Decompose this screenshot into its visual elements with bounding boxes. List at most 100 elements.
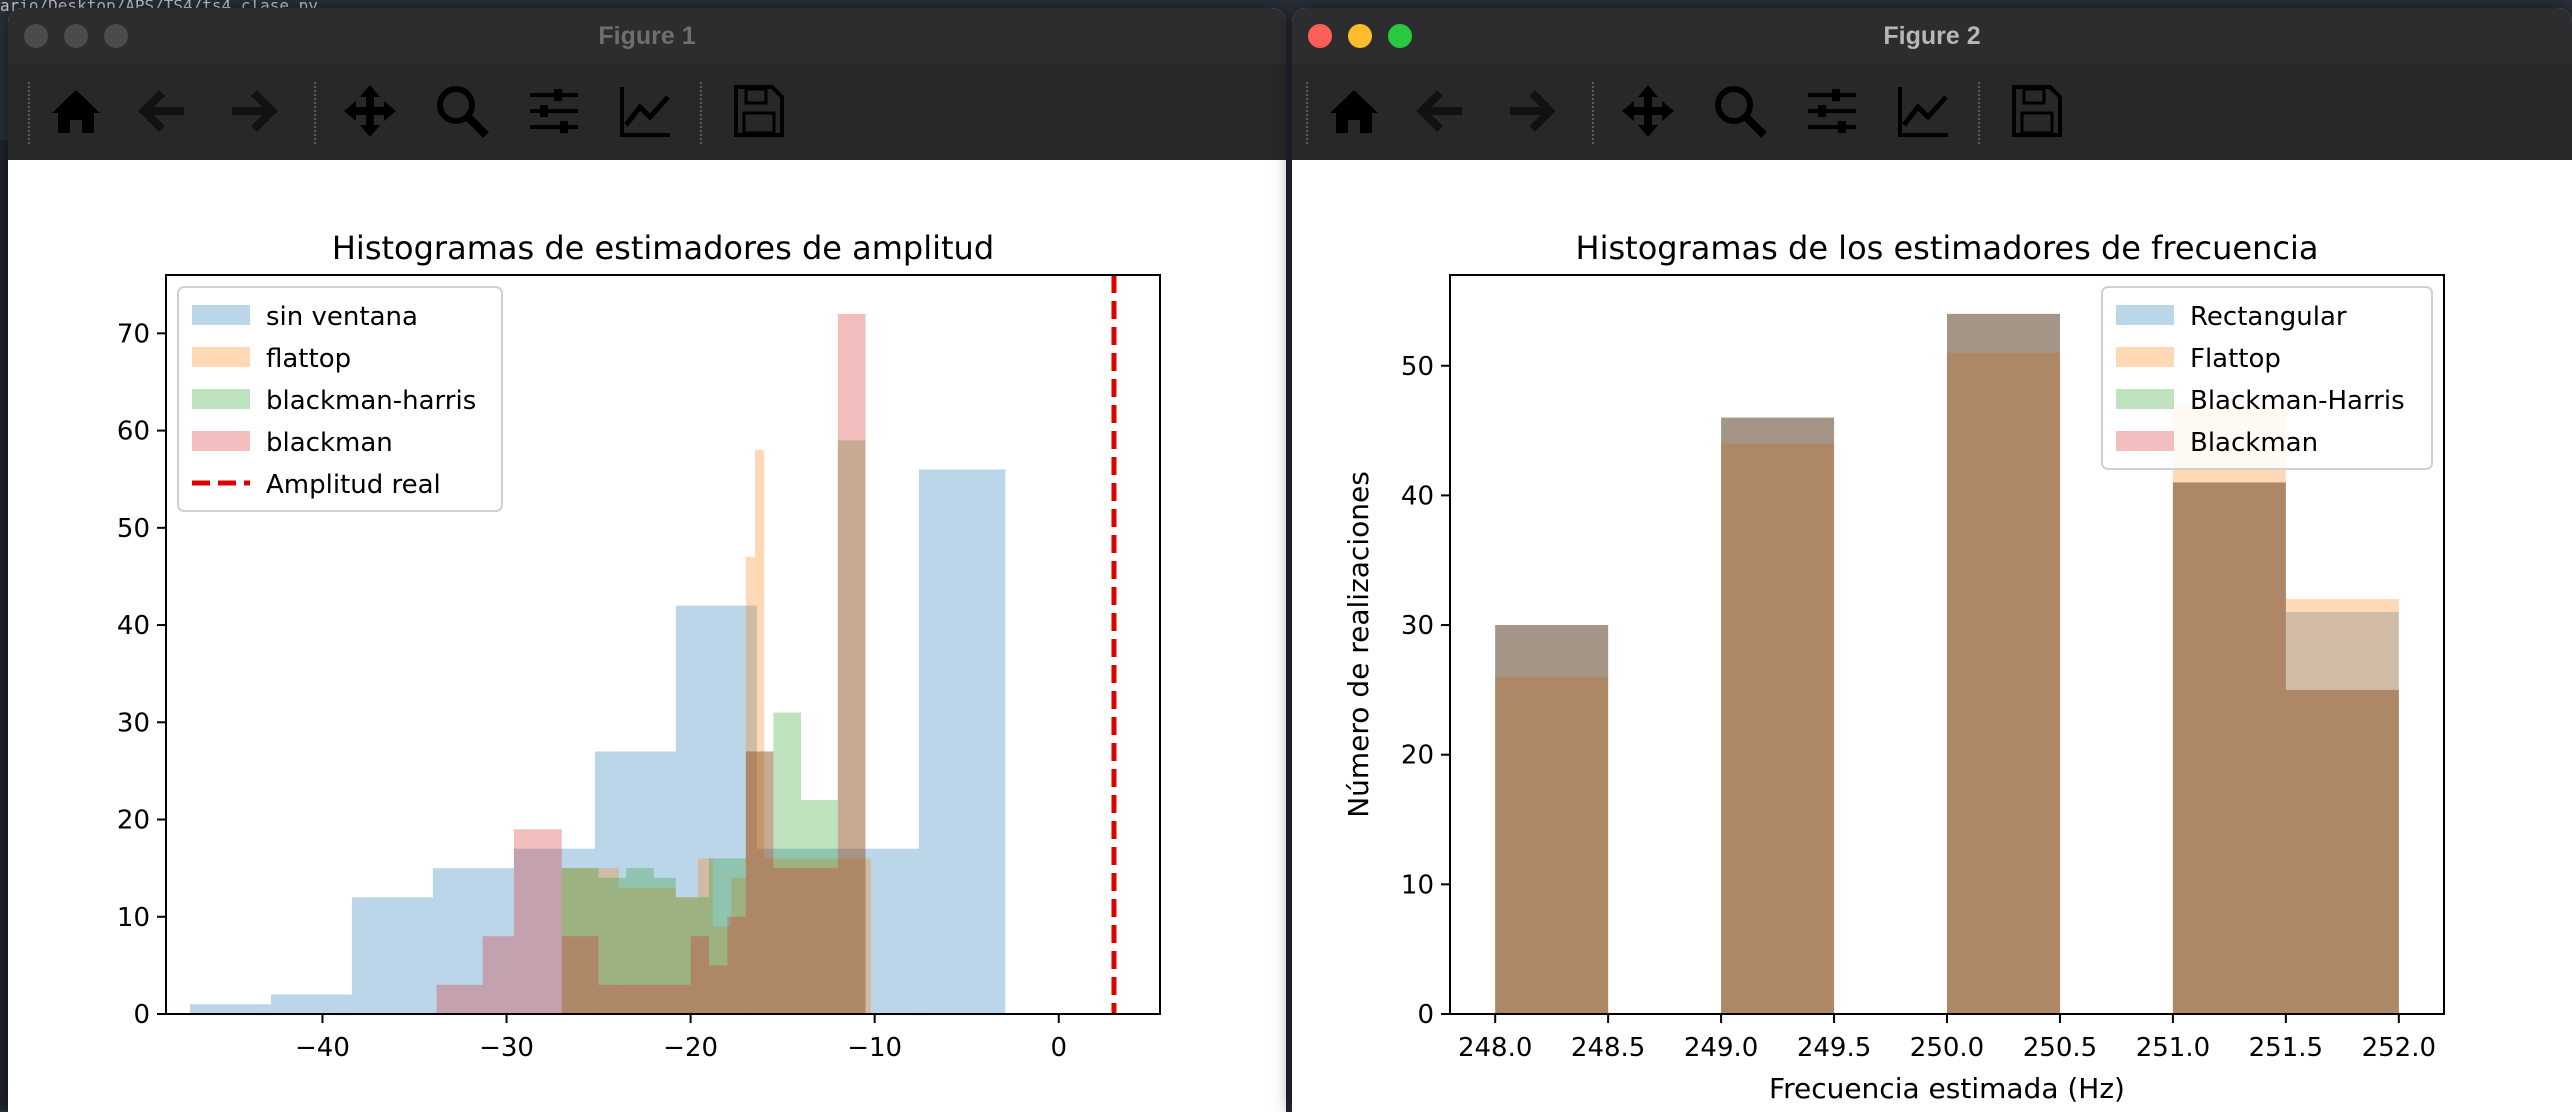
toolbar-separator xyxy=(1978,82,1980,144)
histogram-bar xyxy=(675,605,757,1014)
configure-subplots-button[interactable] xyxy=(1800,82,1864,144)
histogram-bar xyxy=(764,858,838,1014)
figure-canvas[interactable]: 248.0 248.5 249.0 249.5 250.0 250.5 251.0 251.5… xyxy=(1292,160,2572,1112)
zoom-button[interactable] xyxy=(430,82,494,144)
histogram-bar xyxy=(1721,417,1835,1015)
x-tick-label: 252.0 xyxy=(2362,1033,2436,1063)
pan-move-icon xyxy=(1618,81,1678,145)
amplitude-histogram-chart: −40 −30 −20 −10 0 0 10 20 30 40 50 60 70 Histogramas … xyxy=(117,229,1161,1063)
window-title: Figure 1 xyxy=(598,22,696,50)
legend-swatch xyxy=(2116,389,2174,409)
minimize-button[interactable] xyxy=(1348,24,1372,48)
y-axis-label: Número de realizaciones xyxy=(1342,471,1375,818)
histogram-bar xyxy=(837,848,919,1014)
edit-axes-button[interactable] xyxy=(614,82,678,144)
x-tick-label: −10 xyxy=(847,1033,902,1063)
window-titlebar[interactable]: Figure 2 xyxy=(1292,8,2572,65)
histogram-bar xyxy=(675,897,698,1014)
histogram-bar xyxy=(773,868,838,1014)
back-button[interactable] xyxy=(1410,82,1474,144)
configure-subplots-button[interactable] xyxy=(522,82,586,144)
pan-button[interactable] xyxy=(1616,82,1680,144)
x-tick-label: −40 xyxy=(295,1033,350,1063)
zoom-magnifier-icon xyxy=(432,81,492,145)
histogram-bar xyxy=(731,877,746,1014)
x-tick-label: 248.5 xyxy=(1571,1033,1645,1063)
y-tick-label: 40 xyxy=(117,611,150,641)
histogram-bar xyxy=(513,848,595,1014)
histogram-bar xyxy=(2285,612,2399,1014)
x-tick-label: 249.5 xyxy=(1797,1033,1871,1063)
histogram-bar xyxy=(675,897,710,1014)
toolbar-separator xyxy=(28,82,30,144)
histogram-bar xyxy=(2172,482,2286,1014)
histogram-bar xyxy=(709,965,728,1014)
toolbar-separator xyxy=(1306,82,1308,144)
histogram-bar xyxy=(837,313,866,1014)
histogram-bar xyxy=(837,440,866,1015)
home-button[interactable] xyxy=(44,82,108,144)
figure-canvas[interactable]: −40 −30 −20 −10 0 0 10 20 30 40 50 60 70 Histogramas … xyxy=(8,160,1286,1112)
y-tick-label: 30 xyxy=(117,708,150,738)
home-button[interactable] xyxy=(1322,82,1386,144)
y-tick-label: 50 xyxy=(117,514,150,544)
histogram-bar xyxy=(594,751,676,1014)
navigation-toolbar xyxy=(1292,64,2572,160)
forward-button[interactable] xyxy=(220,82,284,144)
histogram-bar xyxy=(755,450,765,1014)
histogram-bar xyxy=(561,868,599,1014)
histogram-bar xyxy=(598,877,627,1014)
figure-1-window[interactable]: Figure 1 −40 −30 −20 −10 0 0 10 20 30 40 50 60 70 His… xyxy=(8,8,1286,1112)
y-tick-label: 20 xyxy=(1401,741,1434,771)
histogram-bar xyxy=(2285,689,2399,1014)
forward-button[interactable] xyxy=(1498,82,1562,144)
zoom-button[interactable] xyxy=(1388,24,1412,48)
chart-title: Histogramas de estimadores de amplitud xyxy=(332,229,994,267)
edit-axes-curves-icon xyxy=(616,81,676,145)
histogram-bar xyxy=(653,877,676,1014)
y-tick-label: 0 xyxy=(1417,1000,1434,1030)
histogram-bar xyxy=(482,936,514,1014)
save-floppy-icon xyxy=(2006,81,2066,145)
close-button[interactable] xyxy=(24,24,48,48)
figure-2-window[interactable]: Figure 2 248.0 248.5 249.0 249.5 250.0 250.5 2… xyxy=(1292,8,2572,1112)
pan-button[interactable] xyxy=(338,82,402,144)
pan-move-icon xyxy=(340,81,400,145)
histogram-bar xyxy=(432,868,514,1014)
zoom-button[interactable] xyxy=(104,24,128,48)
legend-label: flattop xyxy=(266,344,351,374)
legend-label: Amplitud real xyxy=(266,470,441,500)
legend-swatch xyxy=(192,431,250,451)
edit-axes-button[interactable] xyxy=(1892,82,1956,144)
histogram-bar xyxy=(745,751,774,1014)
histogram-bar xyxy=(1947,352,2060,1014)
frequency-histogram-chart: 248.0 248.5 249.0 249.5 250.0 250.5 251.0 251.5… xyxy=(1342,229,2445,1105)
legend-swatch xyxy=(2116,431,2174,451)
x-tick-label: 248.0 xyxy=(1458,1033,1532,1063)
histogram-bar xyxy=(2172,404,2286,1014)
legend-swatch xyxy=(2116,347,2174,367)
save-button[interactable] xyxy=(726,82,790,144)
back-arrow-icon xyxy=(1412,81,1472,145)
histogram-bar xyxy=(1947,313,2060,1014)
toolbar-separator xyxy=(1592,82,1594,144)
histogram-bar xyxy=(2285,599,2399,1014)
histogram-bar xyxy=(690,936,710,1014)
histogram-bar xyxy=(1721,417,1835,1015)
histogram-bar xyxy=(561,936,599,1014)
minimize-button[interactable] xyxy=(64,24,88,48)
histogram-bar xyxy=(1495,676,1609,1014)
window-titlebar[interactable]: Figure 1 xyxy=(8,8,1286,65)
save-button[interactable] xyxy=(2004,82,2068,144)
zoom-button[interactable] xyxy=(1708,82,1772,144)
y-tick-label: 50 xyxy=(1401,352,1434,382)
histogram-bar xyxy=(436,984,483,1014)
legend-label: Rectangular xyxy=(2190,302,2347,332)
close-button[interactable] xyxy=(1308,24,1332,48)
y-tick-label: 0 xyxy=(133,1000,150,1030)
x-tick-label: 250.5 xyxy=(2023,1033,2097,1063)
y-tick-label: 10 xyxy=(117,903,150,933)
histogram-bar xyxy=(561,868,619,1014)
back-button[interactable] xyxy=(132,82,196,144)
legend-label: Blackman-Harris xyxy=(2190,386,2405,416)
